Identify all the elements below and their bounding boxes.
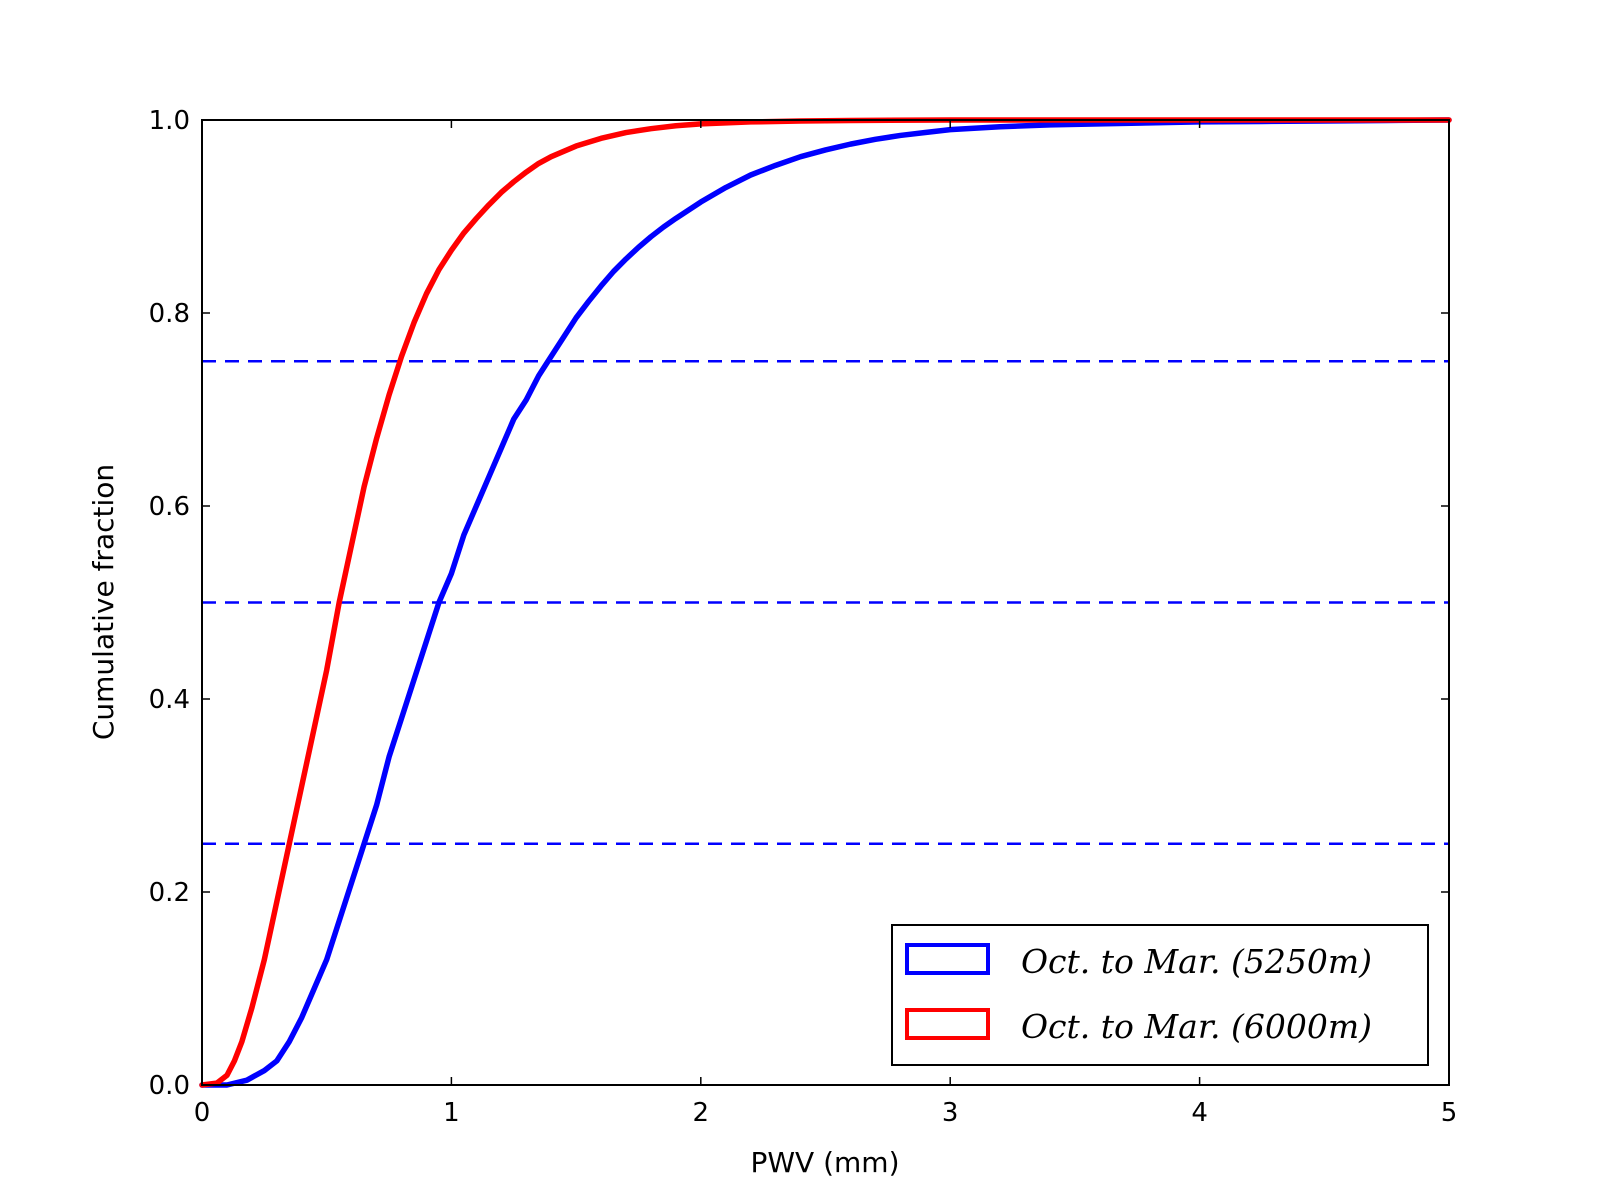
- y-tick-label-5: 1.0: [149, 106, 190, 136]
- y-tick-label-2: 0.4: [149, 685, 190, 715]
- axes-frame: [201, 119, 1450, 1086]
- y-tick-label-1: 0.2: [149, 878, 190, 908]
- series-line-1: [199, 117, 1452, 1088]
- y-tick-label-3: 0.6: [149, 492, 190, 522]
- x-tick-label-4: 4: [1191, 1098, 1208, 1128]
- y-axis-label: Cumulative fraction: [87, 464, 120, 740]
- x-tick-label-3: 3: [942, 1098, 959, 1128]
- x-axis-label: PWV (mm): [750, 1146, 899, 1179]
- series-line-0: [199, 117, 1452, 1088]
- series-lines: [199, 117, 1452, 1088]
- axis-ticks: 0 1 2 3 4 5 0.0 0.2 0.4 0.6 0.8 1.0: [149, 106, 1458, 1128]
- x-tick-label-2: 2: [693, 1098, 710, 1128]
- legend-swatch-5250m: [905, 943, 990, 975]
- legend: Oct. to Mar. (5250m) Oct. to Mar. (6000m…: [891, 924, 1429, 1066]
- legend-box: [891, 924, 1429, 1066]
- y-tick-label-0: 0.0: [149, 1071, 190, 1101]
- x-tick-label-1: 1: [443, 1098, 460, 1128]
- reference-lines: [202, 360, 1449, 845]
- x-tick-label-0: 0: [194, 1098, 211, 1128]
- y-tick-label-4: 0.8: [149, 299, 190, 329]
- legend-entry-6000m: Oct. to Mar. (6000m): [1021, 1007, 1372, 1046]
- legend-swatch-6000m: [905, 1008, 990, 1040]
- x-tick-label-5: 5: [1441, 1098, 1458, 1128]
- legend-entry-5250m: Oct. to Mar. (5250m): [1021, 942, 1372, 981]
